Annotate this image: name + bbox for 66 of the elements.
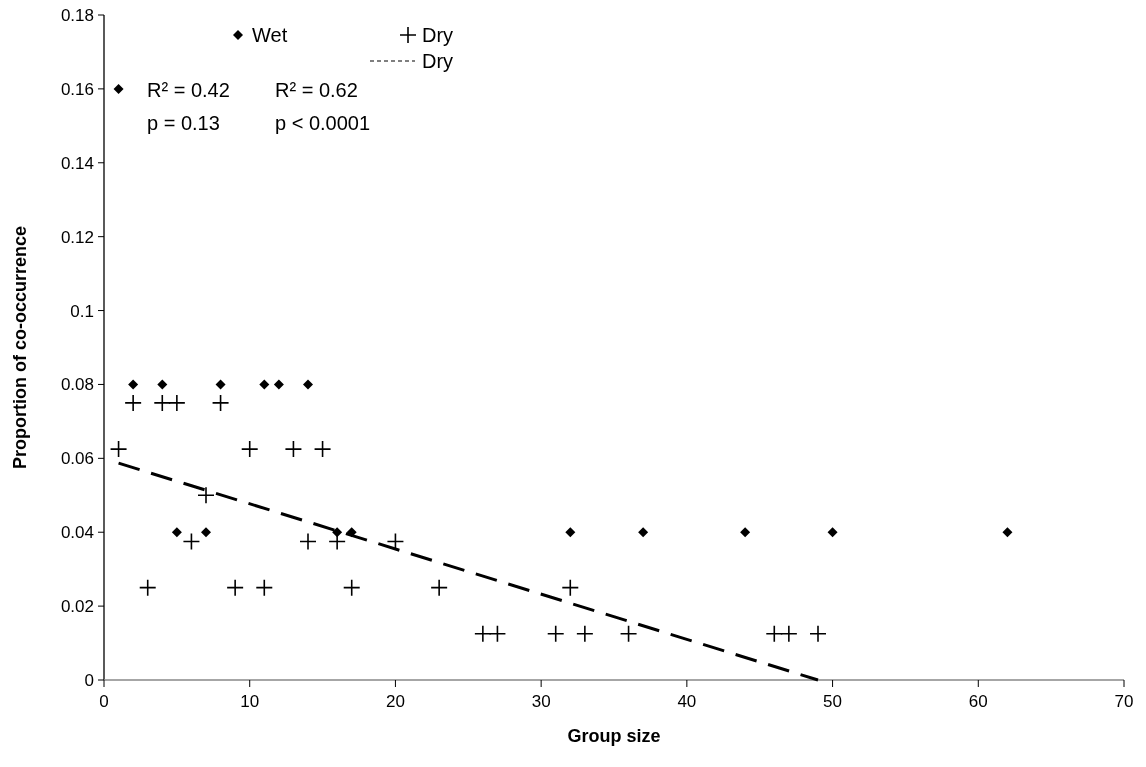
point [313, 440, 332, 458]
point [128, 379, 139, 390]
point [273, 379, 284, 390]
x-tick-label: 60 [968, 692, 988, 711]
point [138, 578, 157, 597]
point [565, 527, 576, 538]
x-axis-title: Group size [567, 726, 661, 746]
y-tick-label: 0.14 [60, 153, 94, 173]
point [638, 527, 649, 538]
point [124, 394, 142, 412]
x-tick-label: 20 [385, 692, 405, 711]
annotation: R² = 0.62 [275, 79, 358, 101]
point [284, 440, 303, 458]
annotation: R² = 0.42 [147, 79, 230, 101]
point [201, 527, 211, 538]
y-tick-label: 0.06 [60, 449, 94, 469]
point [113, 83, 124, 94]
y-tick-label: 0.1 [70, 301, 94, 321]
legend-label: Wet [252, 24, 288, 46]
y-tick-label: 0.02 [60, 597, 94, 617]
point [561, 578, 580, 597]
point [740, 527, 751, 538]
point [765, 625, 784, 643]
point [182, 532, 201, 551]
y-tick-label: 0.18 [60, 6, 94, 25]
point [211, 394, 230, 412]
y-tick-label: 0.12 [60, 227, 94, 247]
annotation: p < 0.0001 [275, 112, 371, 134]
point [259, 379, 270, 390]
x-tick-label: 0 [99, 692, 109, 711]
y-tick-label: 0.04 [60, 523, 94, 543]
x-tick-label: 10 [240, 692, 260, 711]
annotation: p = 0.13 [147, 112, 220, 134]
x-tick-label: 40 [677, 692, 697, 711]
point [474, 625, 492, 643]
point [226, 578, 244, 597]
x-tick-label: 50 [823, 692, 843, 711]
point [780, 625, 798, 643]
point [153, 394, 172, 412]
point [342, 578, 361, 597]
point [109, 440, 128, 458]
point [809, 625, 827, 643]
x-tick-label: 70 [1114, 692, 1134, 711]
point [255, 578, 274, 597]
point [488, 625, 507, 643]
legend-label: Dry [422, 50, 454, 72]
point [168, 394, 186, 412]
point [619, 625, 638, 643]
point [546, 625, 565, 643]
y-tick-label: 0.16 [60, 79, 94, 99]
y-tick-label: 0.08 [60, 375, 94, 395]
y-tick-label: 0 [84, 671, 94, 690]
x-tick-label: 30 [531, 692, 551, 711]
point [215, 379, 226, 390]
point [157, 379, 168, 390]
point [576, 625, 594, 643]
point [171, 527, 182, 538]
point [430, 578, 448, 597]
point [240, 440, 259, 458]
y-axis-title: Proportion of co-occurrence [10, 225, 30, 470]
point [1002, 527, 1013, 538]
point [827, 527, 838, 538]
point [197, 486, 215, 505]
point [299, 532, 317, 551]
point [303, 379, 313, 390]
legend-label: Dry [422, 24, 454, 46]
